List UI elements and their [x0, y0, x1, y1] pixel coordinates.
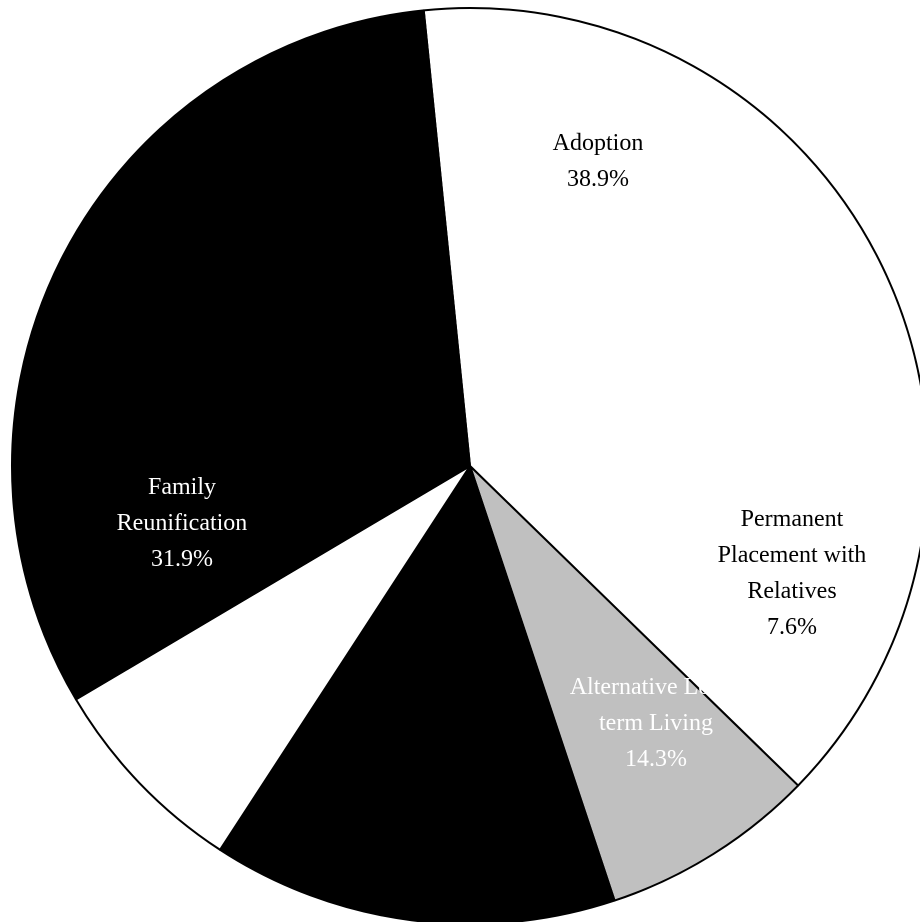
- pie-slice: [469, 465, 800, 902]
- slice-category-label: Reunification: [117, 510, 248, 536]
- pie-slice: [74, 465, 471, 851]
- pie-slice: [10, 9, 471, 701]
- slice-labels: Adoption 38.9% Permanent Placement with Rela…: [117, 130, 867, 868]
- slice-category-label: term Living: [599, 710, 713, 736]
- slice-category-label: Alternative Long-: [570, 674, 743, 700]
- slice-category-label: Placement with: [718, 542, 867, 568]
- pie-slice: [219, 465, 616, 922]
- slice-category-label: Adult Living: [362, 806, 487, 832]
- slice-label: Adoption 38.9%: [553, 130, 644, 192]
- slice-category-label: Adoption: [553, 130, 644, 156]
- slice-value-label: 31.9%: [151, 546, 213, 572]
- slice-value-label: 38.9%: [567, 166, 629, 192]
- slice-category-label: Relatives: [747, 578, 836, 604]
- slice-category-label: Permanent: [741, 506, 844, 532]
- pie-slice: [422, 7, 920, 787]
- slice-value-label: 7.3%: [399, 842, 449, 868]
- slice-label: Adult Living 7.3%: [362, 806, 487, 868]
- slice-value-label: 7.6%: [767, 614, 817, 640]
- slice-category-label: Family: [148, 474, 216, 500]
- slice-label: Family Reunification 31.9%: [117, 474, 248, 572]
- slice-label: Permanent Placement with Relatives 7.6%: [718, 506, 867, 640]
- slice-label: Alternative Long-term Living 14.3%: [570, 674, 743, 772]
- slice-value-label: 14.3%: [625, 746, 687, 772]
- pie-slices: [10, 7, 920, 922]
